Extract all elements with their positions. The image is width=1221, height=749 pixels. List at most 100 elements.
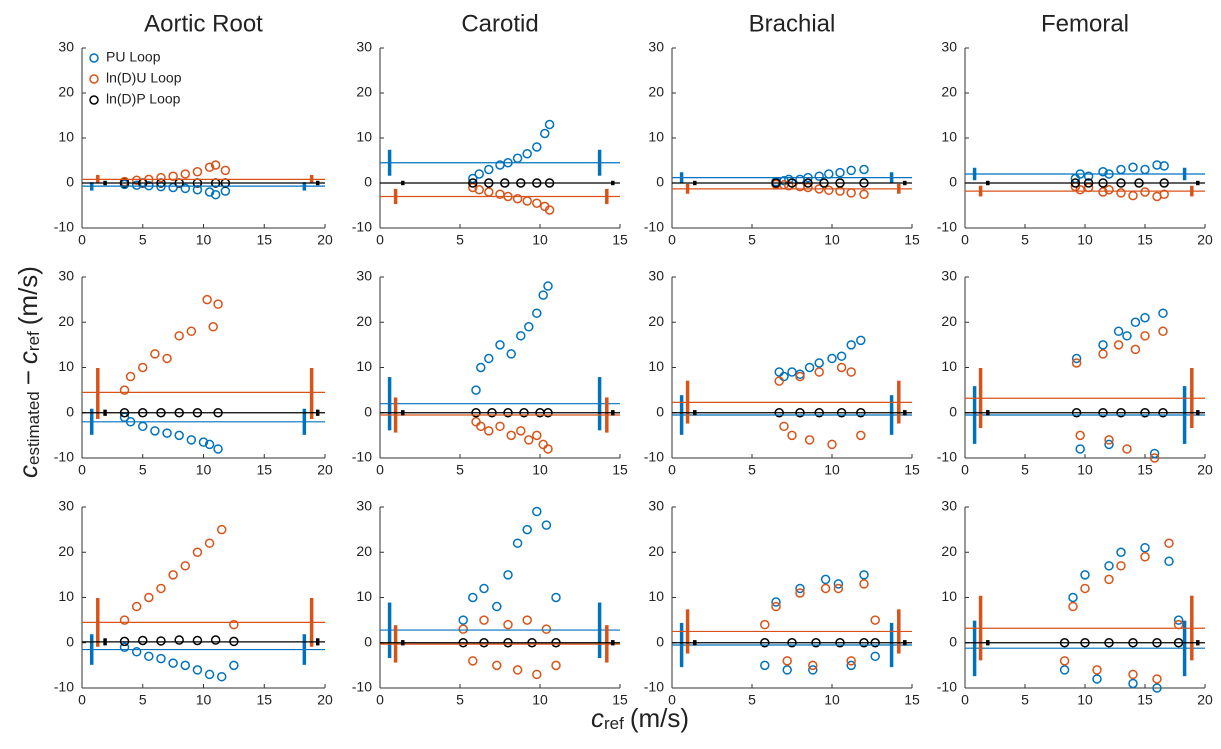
y-tick-label: 30: [648, 498, 664, 514]
y-tick-label: 0: [66, 174, 74, 190]
point: [474, 169, 484, 179]
point: [119, 615, 130, 625]
x-tick-label: 5: [456, 692, 464, 708]
y-tick-label: 0: [364, 633, 372, 649]
x-tick-label: 20: [317, 232, 333, 248]
point: [180, 660, 191, 671]
point: [859, 164, 869, 175]
point: [779, 371, 789, 382]
point: [522, 149, 532, 159]
y-tick-label: -10: [937, 219, 957, 235]
point: [859, 579, 869, 589]
point: [1140, 187, 1150, 197]
point: [1116, 547, 1126, 557]
y-tick-label: 30: [58, 39, 74, 55]
x-tick-label: 0: [961, 462, 969, 478]
point: [774, 367, 784, 377]
x-tick-label: 5: [748, 462, 756, 478]
point: [492, 660, 502, 671]
y-tick-label: -10: [644, 679, 664, 695]
point: [1128, 669, 1138, 680]
point: [208, 322, 218, 332]
y-tick-label: 30: [941, 268, 957, 284]
x-tick-label: 5: [456, 462, 464, 478]
x-tick-label: 15: [1137, 232, 1153, 248]
point: [1130, 344, 1141, 355]
point: [795, 583, 805, 594]
point: [522, 196, 532, 206]
point: [1140, 542, 1150, 553]
y-tick-label: 10: [58, 588, 74, 604]
point: [476, 421, 486, 432]
legend-label: ln(D)U Loop: [106, 70, 182, 86]
point: [1116, 561, 1126, 571]
point: [138, 362, 148, 373]
point: [827, 353, 837, 364]
y-tick-label: 10: [941, 129, 957, 145]
point: [484, 164, 494, 175]
x-tick-label: 0: [78, 232, 86, 248]
point: [192, 547, 203, 557]
x-tick-label: 0: [78, 692, 86, 708]
point: [833, 583, 844, 594]
point: [1075, 185, 1085, 195]
point: [1080, 583, 1090, 594]
point: [859, 570, 869, 580]
x-tick-label: 20: [1197, 232, 1213, 248]
y-tick-label: 0: [656, 633, 664, 649]
point: [216, 524, 227, 535]
point: [1158, 326, 1168, 337]
point: [820, 574, 831, 585]
point: [774, 376, 784, 386]
point: [213, 444, 223, 454]
y-tick-label: 20: [941, 84, 957, 100]
point: [1152, 683, 1162, 693]
point: [476, 362, 486, 373]
point: [1083, 171, 1094, 181]
point: [150, 426, 160, 436]
point: [168, 570, 178, 580]
point: [1140, 552, 1150, 562]
point: [174, 430, 184, 441]
point: [1098, 167, 1108, 177]
x-label-unit: (m/s): [630, 703, 689, 733]
legend-marker: [89, 53, 99, 63]
point: [804, 435, 815, 445]
y-tick-label: 20: [941, 313, 957, 329]
point: [131, 647, 142, 657]
x-tick-label: 15: [612, 462, 628, 478]
point: [782, 665, 792, 675]
point: [1164, 556, 1174, 567]
x-tick-label: 10: [196, 692, 212, 708]
point: [1140, 164, 1150, 175]
point: [532, 430, 542, 441]
point: [174, 331, 184, 341]
x-tick-label: 0: [376, 692, 384, 708]
point: [471, 417, 481, 427]
point: [1159, 189, 1169, 199]
legend-marker: [89, 95, 99, 105]
point: [156, 636, 166, 646]
point: [506, 349, 516, 359]
point: [1164, 538, 1174, 548]
x-tick-label: 5: [1021, 232, 1029, 248]
y-tick-label: 30: [356, 268, 372, 284]
point: [484, 353, 494, 364]
point: [192, 665, 203, 675]
y-tick-label: 20: [648, 313, 664, 329]
legend-marker: [89, 74, 99, 84]
point: [1092, 674, 1102, 684]
x-tick-label: 0: [961, 232, 969, 248]
point: [1149, 448, 1160, 459]
y-tick-label: 20: [58, 84, 74, 100]
point: [484, 426, 494, 436]
point: [1128, 190, 1138, 201]
x-tick-label: 15: [612, 692, 628, 708]
y-tick-label: 0: [66, 633, 74, 649]
point: [1130, 317, 1141, 327]
y-tick-label: -10: [352, 679, 372, 695]
y-tick-label: 30: [941, 498, 957, 514]
x-tick-label: 10: [1077, 692, 1093, 708]
point: [787, 430, 797, 441]
point: [846, 660, 856, 671]
